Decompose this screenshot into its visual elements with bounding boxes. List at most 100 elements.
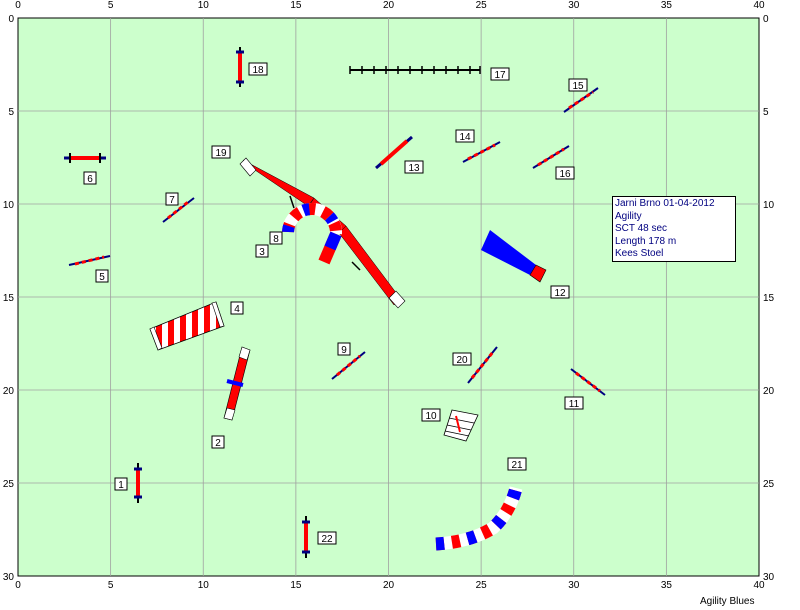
course-info-box: Jarni Brno 01-04-2012 Agility SCT 48 sec… xyxy=(612,196,736,262)
jump-11 xyxy=(570,368,606,396)
jump-18 xyxy=(236,47,244,87)
x-tick-label: 15 xyxy=(290,580,302,591)
y-tick-label: 30 xyxy=(3,572,15,583)
x-tick-label: 20 xyxy=(383,580,395,591)
y-tick-label: 20 xyxy=(763,386,775,397)
course-judge: Kees Stoel xyxy=(615,248,664,259)
obstacle-number: 3 xyxy=(259,247,265,258)
app-footer-label: Agility Blues xyxy=(700,596,755,607)
obstacle-number: 10 xyxy=(425,411,437,422)
x-tick-label: 40 xyxy=(753,0,765,11)
tunnel-21 xyxy=(435,486,523,551)
obstacle-number: 12 xyxy=(554,288,566,299)
x-tick-label: 35 xyxy=(661,0,673,11)
x-tick-label: 25 xyxy=(476,580,488,591)
obstacle-label-9: 9 xyxy=(337,342,351,356)
obstacle-number: 21 xyxy=(511,460,523,471)
jump-20 xyxy=(467,346,498,384)
obstacle-number: 16 xyxy=(559,169,571,180)
obstacle-label-10: 10 xyxy=(421,408,441,422)
x-tick-label: 0 xyxy=(15,580,21,591)
chute-12 xyxy=(481,230,547,283)
jump-7 xyxy=(162,197,195,223)
obstacle-label-17: 17 xyxy=(490,67,510,81)
obstacle-number: 6 xyxy=(87,174,93,185)
obstacle-label-14: 14 xyxy=(455,129,475,143)
obstacle-number: 18 xyxy=(252,65,264,76)
obstacle-number: 19 xyxy=(215,148,227,159)
y-tick-label: 30 xyxy=(763,572,775,583)
obstacle-number: 4 xyxy=(234,304,240,315)
x-tick-label: 10 xyxy=(198,0,210,11)
obstacle-label-7: 7 xyxy=(165,192,179,206)
obstacle-number: 7 xyxy=(169,195,175,206)
y-tick-label: 10 xyxy=(3,200,15,211)
obstacle-label-19: 19 xyxy=(211,145,231,159)
x-tick-label: 10 xyxy=(198,580,210,591)
obstacle-label-11: 11 xyxy=(564,396,584,410)
obstacle-label-15: 15 xyxy=(568,78,588,92)
obstacle-label-22: 22 xyxy=(317,531,337,545)
obstacle-label-18: 18 xyxy=(248,62,268,76)
tire-4 xyxy=(149,301,225,351)
x-tick-label: 35 xyxy=(661,580,673,591)
obstacle-label-2: 2 xyxy=(211,435,225,449)
y-tick-label: 5 xyxy=(8,107,14,118)
obstacle-label-4: 4 xyxy=(230,301,244,315)
y-tick-label: 25 xyxy=(3,479,15,490)
obstacle-label-5: 5 xyxy=(95,269,109,283)
jump-1 xyxy=(134,463,142,503)
x-tick-label: 5 xyxy=(108,580,114,591)
course-event: Jarni Brno 01-04-2012 xyxy=(615,198,715,209)
jump-16 xyxy=(532,145,570,169)
obstacle-label-1: 1 xyxy=(114,477,128,491)
jump-15 xyxy=(563,87,599,113)
y-tick-label: 15 xyxy=(763,293,775,304)
weave-poles-17 xyxy=(349,66,481,74)
obstacle-label-12: 12 xyxy=(550,285,570,299)
jump-14 xyxy=(462,141,501,163)
obstacle-number: 9 xyxy=(341,345,347,356)
x-tick-label: 30 xyxy=(568,0,580,11)
obstacle-label-20: 20 xyxy=(452,352,472,366)
tunnel-3-8 xyxy=(282,203,342,265)
jump-13 xyxy=(375,135,413,170)
jump-9 xyxy=(331,351,366,380)
x-tick-label: 15 xyxy=(290,0,302,11)
obstacle-number: 5 xyxy=(99,272,105,283)
obstacle-number: 20 xyxy=(456,355,468,366)
y-tick-label: 10 xyxy=(763,200,775,211)
y-tick-label: 0 xyxy=(763,14,769,25)
obstacle-number: 8 xyxy=(273,234,279,245)
x-tick-label: 0 xyxy=(15,0,21,11)
y-tick-label: 15 xyxy=(3,293,15,304)
obstacle-number: 2 xyxy=(215,438,221,449)
obstacle-number: 15 xyxy=(572,81,584,92)
obstacle-label-8: 8 xyxy=(269,231,283,245)
x-tick-label: 40 xyxy=(753,580,765,591)
jump-22 xyxy=(302,516,310,558)
obstacle-label-21: 21 xyxy=(507,457,527,471)
obstacle-number: 17 xyxy=(494,70,506,81)
weave-10 xyxy=(443,409,479,442)
y-tick-label: 25 xyxy=(763,479,775,490)
obstacle-number: 13 xyxy=(408,163,420,174)
course-sct: SCT 48 sec xyxy=(615,223,668,234)
obstacle-number: 11 xyxy=(569,399,580,410)
seesaw-2 xyxy=(223,346,251,421)
jump-5 xyxy=(68,255,111,266)
y-tick-label: 0 xyxy=(8,14,14,25)
x-tick-label: 30 xyxy=(568,580,580,591)
obstacle-label-13: 13 xyxy=(404,160,424,174)
y-tick-label: 20 xyxy=(3,386,15,397)
obstacle-number: 14 xyxy=(459,132,471,143)
x-tick-label: 20 xyxy=(383,0,395,11)
obstacle-number: 1 xyxy=(118,480,124,491)
course-length: Length 178 m xyxy=(615,235,677,247)
obstacle-label-16: 16 xyxy=(555,166,575,180)
jump-6 xyxy=(64,153,106,163)
obstacle-label-6: 6 xyxy=(83,171,97,185)
